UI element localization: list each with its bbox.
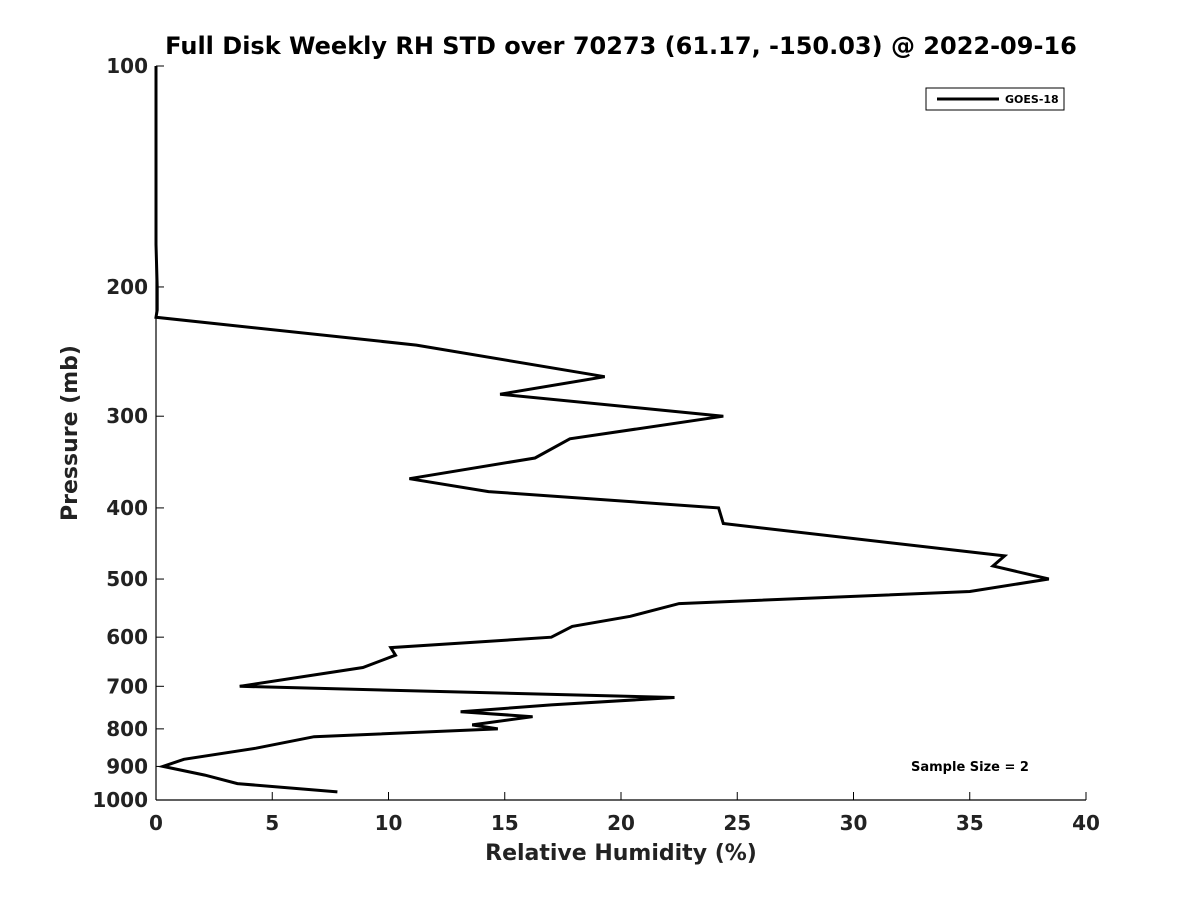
sample-size-annotation: Sample Size = 2 — [911, 760, 1029, 775]
x-axis-label: Relative Humidity (%) — [485, 841, 757, 866]
series-line-goes-18 — [154, 66, 1050, 794]
chart-title: Full Disk Weekly RH STD over 70273 (61.1… — [165, 32, 1077, 60]
x-tick-label: 0 — [149, 811, 163, 835]
y-tick-label: 700 — [106, 674, 148, 698]
x-tick-label: 35 — [956, 811, 984, 835]
legend: GOES-18 — [925, 87, 1065, 111]
x-tick-label: 25 — [723, 811, 751, 835]
series-layer — [154, 66, 1050, 794]
x-tick-label: 20 — [607, 811, 635, 835]
x-tick-label: 30 — [840, 811, 868, 835]
x-tick-label: 10 — [375, 811, 403, 835]
y-tick-label: 800 — [106, 717, 148, 741]
y-tick-label: 300 — [106, 404, 148, 428]
y-tick-label: 400 — [106, 496, 148, 520]
y-tick-label: 100 — [106, 54, 148, 78]
y-axis-label: Pressure (mb) — [58, 345, 83, 521]
y-ticks: 100 200 300 400 500 600 700 800 900 1000 — [92, 54, 164, 812]
y-tick-label: 1000 — [92, 788, 148, 812]
y-tick-label: 500 — [106, 567, 148, 591]
legend-label: GOES-18 — [1005, 93, 1059, 106]
y-tick-label: 900 — [106, 754, 148, 778]
y-tick-label: 600 — [106, 625, 148, 649]
x-tick-label: 15 — [491, 811, 519, 835]
x-tick-label: 5 — [265, 811, 279, 835]
y-tick-label: 200 — [106, 275, 148, 299]
x-ticks: 0 5 10 15 20 25 30 35 40 — [149, 792, 1100, 835]
axes — [155, 66, 1086, 801]
x-tick-label: 40 — [1072, 811, 1100, 835]
